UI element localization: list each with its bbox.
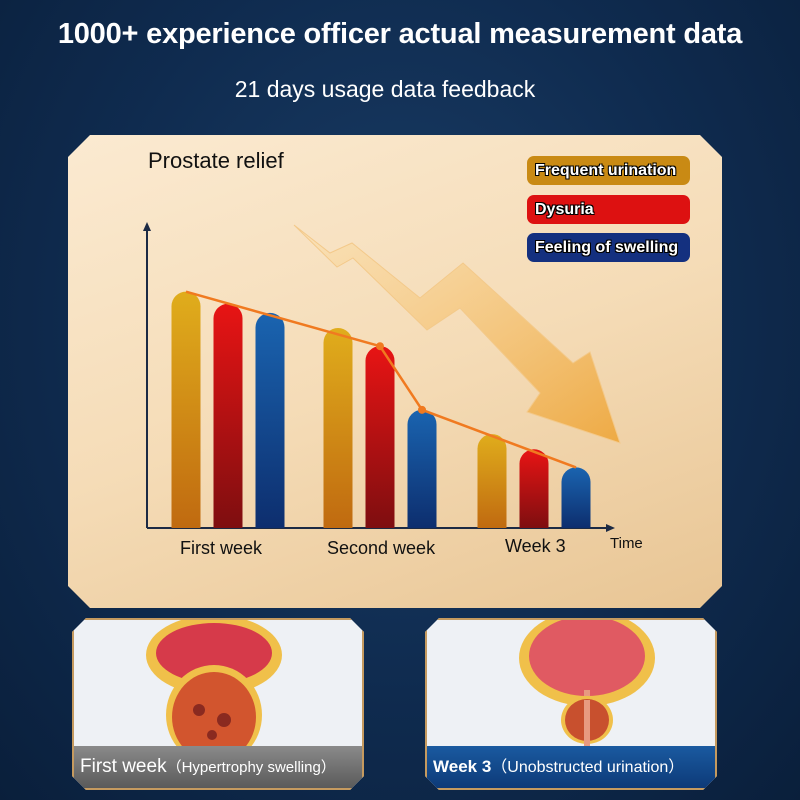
trend-line — [185, 290, 577, 469]
x-axis-label: Time — [610, 535, 643, 552]
enlarged-prostate-illustration — [146, 620, 282, 788]
bar-feeling-of-swelling-first-week — [255, 312, 285, 528]
page-subtitle: 21 days usage data feedback — [234, 76, 536, 102]
photo-caption-label: First week — [80, 756, 167, 777]
trend-point — [376, 342, 384, 351]
x-tick-week-3: Week 3 — [505, 536, 566, 556]
photo-first-week: First week（Hypertrophy swelling） — [72, 618, 364, 790]
photo-caption: First week（Hypertrophy swelling） — [74, 746, 362, 788]
chart-title: Prostate relief — [148, 148, 284, 173]
photo-week-3: Week 3（Unobstructed urination） — [425, 618, 717, 790]
bar-feeling-of-swelling-week-3 — [561, 467, 591, 528]
bar-dysuria-first-week — [213, 303, 243, 528]
healthy-prostate-illustration — [519, 620, 655, 788]
downward-arrow — [293, 224, 621, 444]
legend-frequent-urination: Frequent urination — [527, 156, 690, 185]
bar-frequent-urination-second-week — [323, 328, 353, 528]
bar-frequent-urination-first-week — [171, 291, 201, 528]
x-axis-arrow-icon — [606, 524, 615, 532]
legend-dysuria: Dysuria — [527, 195, 690, 224]
bar-dysuria-second-week — [365, 346, 395, 528]
trend-point — [418, 405, 426, 414]
legend-feeling-of-swelling: Feeling of swelling — [527, 233, 690, 262]
bar-dysuria-week-3 — [519, 449, 549, 528]
photo-caption-label: Week 3 — [433, 757, 492, 776]
bar-feeling-of-swelling-second-week — [407, 409, 437, 528]
photo-caption-note: （Unobstructed urination） — [491, 759, 685, 776]
photo-caption-note: （Hypertrophy swelling） — [166, 759, 336, 776]
x-tick-first-week: First week — [180, 538, 263, 558]
bar-frequent-urination-week-3 — [477, 434, 507, 528]
page-title: 1000+ experience officer actual measurem… — [57, 18, 743, 50]
x-tick-second-week: Second week — [327, 538, 436, 558]
y-axis-arrow-icon — [143, 222, 151, 231]
photo-caption: Week 3（Unobstructed urination） — [427, 746, 715, 788]
